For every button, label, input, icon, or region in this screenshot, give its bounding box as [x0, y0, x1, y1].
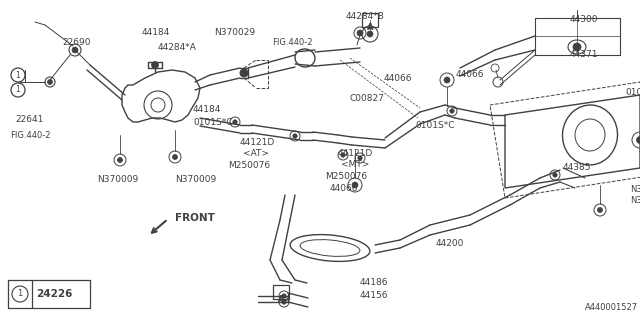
Text: <MT>: <MT>	[341, 160, 369, 169]
Text: 0100S: 0100S	[625, 88, 640, 97]
Text: 22690: 22690	[62, 38, 90, 47]
Circle shape	[282, 300, 286, 304]
Text: 44284*B: 44284*B	[346, 12, 385, 21]
Text: N370009: N370009	[175, 175, 216, 184]
Circle shape	[340, 153, 345, 157]
Text: 44184: 44184	[142, 28, 170, 37]
Text: FRONT: FRONT	[175, 213, 215, 223]
Text: FIG.440-2: FIG.440-2	[10, 131, 51, 140]
Text: 44121D: 44121D	[338, 149, 373, 158]
Text: FIG.440-2: FIG.440-2	[272, 38, 312, 47]
Circle shape	[444, 77, 450, 83]
Circle shape	[292, 134, 297, 138]
Circle shape	[240, 69, 248, 77]
Text: 1: 1	[15, 70, 20, 79]
Text: N370029: N370029	[214, 28, 255, 37]
Text: <AT>: <AT>	[243, 149, 269, 158]
Text: M250076: M250076	[325, 172, 367, 181]
Text: 22641: 22641	[15, 115, 44, 124]
Circle shape	[173, 155, 177, 159]
Text: C00827: C00827	[350, 94, 385, 103]
Circle shape	[573, 43, 581, 51]
Text: 44066: 44066	[384, 74, 413, 83]
Circle shape	[367, 31, 373, 37]
Text: 44066: 44066	[456, 70, 484, 79]
Circle shape	[598, 207, 602, 212]
Text: N330011(1604-): N330011(1604-)	[630, 196, 640, 205]
Text: 0101S*C: 0101S*C	[193, 118, 232, 127]
Text: 44184: 44184	[193, 105, 221, 114]
Circle shape	[357, 30, 363, 36]
Text: A440001527: A440001527	[585, 303, 638, 312]
Circle shape	[358, 156, 362, 160]
Circle shape	[118, 157, 122, 163]
Text: 44200: 44200	[436, 239, 465, 248]
Text: A: A	[278, 294, 284, 303]
Text: 1: 1	[15, 85, 20, 94]
Circle shape	[152, 61, 159, 68]
Text: M250076: M250076	[228, 161, 270, 170]
Text: 44066: 44066	[330, 184, 358, 193]
Circle shape	[72, 47, 78, 53]
Text: 1: 1	[17, 290, 22, 299]
Circle shape	[553, 173, 557, 177]
Circle shape	[450, 109, 454, 113]
Text: 44300: 44300	[570, 15, 598, 24]
Text: 44186: 44186	[360, 278, 388, 287]
Text: 0101S*C: 0101S*C	[415, 121, 454, 130]
Text: N370009: N370009	[97, 175, 138, 184]
Text: 44385: 44385	[563, 163, 591, 172]
Circle shape	[47, 79, 52, 84]
Text: N350001(-1604): N350001(-1604)	[630, 185, 640, 194]
Text: 44284*A: 44284*A	[158, 43, 197, 52]
Circle shape	[282, 294, 286, 298]
Text: 44156: 44156	[360, 291, 388, 300]
Circle shape	[352, 182, 358, 188]
Circle shape	[233, 120, 237, 124]
Text: 44371: 44371	[570, 50, 598, 59]
Text: A: A	[367, 22, 373, 31]
Circle shape	[637, 137, 640, 143]
Text: 24226: 24226	[36, 289, 72, 299]
Text: 44121D: 44121D	[240, 138, 275, 147]
